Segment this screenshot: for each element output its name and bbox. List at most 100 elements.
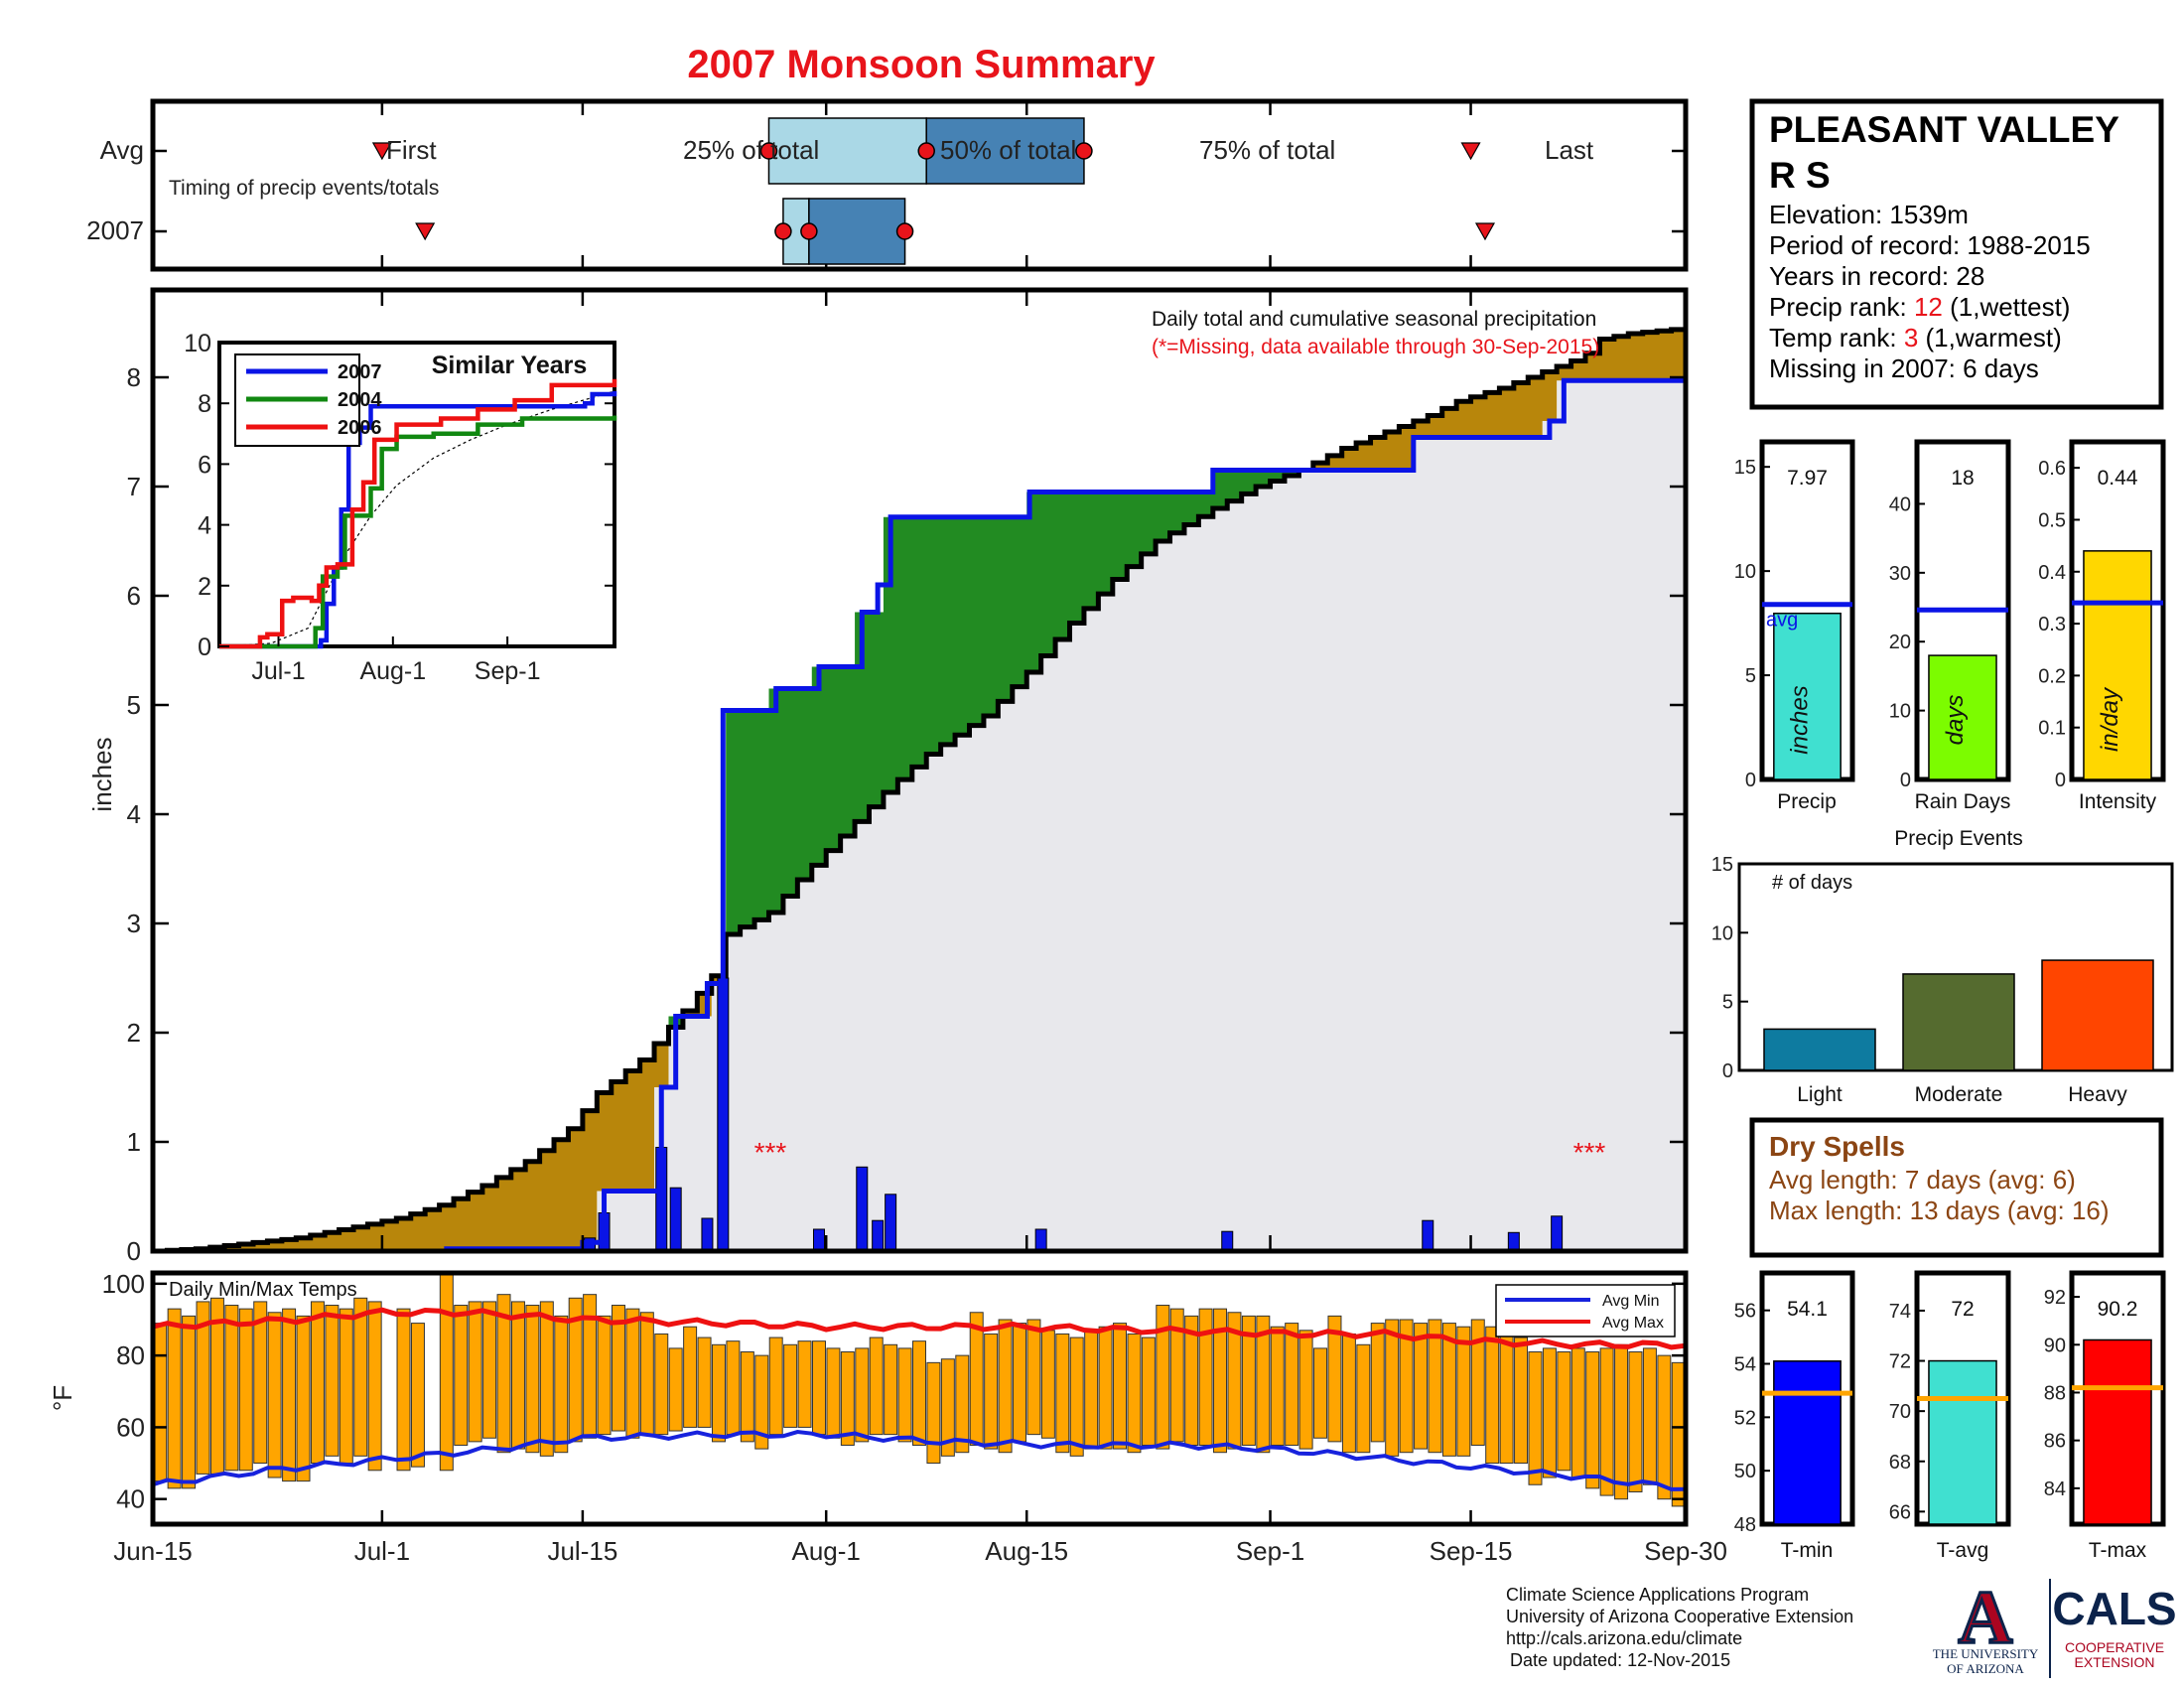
daily-temp-bar xyxy=(1156,1305,1170,1450)
daily-temp-bar xyxy=(639,1312,654,1436)
daily-temp-bar xyxy=(1341,1333,1356,1454)
temp-xtick-label: Jun-15 xyxy=(113,1536,193,1566)
daily-temp-bar xyxy=(296,1315,311,1482)
missing-marker-2: *** xyxy=(1573,1137,1606,1168)
daily-temp-bar xyxy=(396,1308,411,1472)
daily-temp-bar xyxy=(1298,1330,1313,1450)
timing-quartile-marker xyxy=(800,222,818,240)
main-ytick-label: 1 xyxy=(127,1127,141,1157)
daily-temp-bar xyxy=(410,1323,425,1468)
daily-temp-bar xyxy=(1026,1319,1041,1436)
daily-precip-bar xyxy=(812,1228,825,1252)
summary-ytick-label: 86 xyxy=(2044,1431,2066,1453)
timing-q50-label: 50% of total xyxy=(940,135,1076,165)
daily-temp-bar xyxy=(1127,1333,1142,1454)
daily-precip-bar xyxy=(1422,1219,1434,1252)
summary-unit-label: inches xyxy=(1787,685,1814,754)
daily-temp-bar xyxy=(1414,1323,1429,1450)
inset-title: Similar Years xyxy=(432,352,588,379)
summary-ytick-label: 90 xyxy=(2044,1335,2066,1356)
daily-temp-bar xyxy=(583,1294,598,1439)
summary-ytick-label: 0.5 xyxy=(2038,509,2066,531)
inset-series-2004 xyxy=(219,415,617,649)
inset-legend-2006: 2006 xyxy=(338,417,382,439)
daily-temp-bar xyxy=(897,1347,912,1443)
cals-logo: CALS xyxy=(2052,1583,2176,1634)
precip-summary-chart: 7.97 0 5 10 15 inches avg Precip xyxy=(1734,439,1855,813)
summary-value-bar xyxy=(2083,1338,2152,1525)
daily-temp-bar xyxy=(1069,1336,1084,1457)
timing-quartile-marker xyxy=(895,222,914,240)
daily-temp-bar xyxy=(1213,1308,1228,1454)
daily-temp-bar xyxy=(454,1305,469,1446)
main-ytick-label: 7 xyxy=(127,472,141,501)
daily-temp-bar xyxy=(554,1315,569,1454)
daily-temp-bar xyxy=(439,1272,454,1472)
summary-ytick-label: 68 xyxy=(1889,1452,1911,1474)
timing-row-label-avg: Avg xyxy=(100,135,144,165)
daily-temp-bar xyxy=(367,1301,382,1472)
summary-ytick-label: 5 xyxy=(1745,665,1756,687)
daily-temp-bar xyxy=(1570,1347,1585,1478)
summary-ytick-label: 48 xyxy=(1734,1514,1756,1536)
summary-value-label: 18 xyxy=(1951,467,1974,490)
daily-precip-bar xyxy=(1507,1231,1520,1252)
daily-temp-bar xyxy=(597,1315,612,1436)
above-average-area xyxy=(668,470,1299,1028)
temp-legend-avg-min: Avg Min xyxy=(1602,1293,1660,1310)
daily-temp-bar xyxy=(1671,1361,1686,1507)
ua-logo-text1: THE UNIVERSITY xyxy=(1933,1646,2039,1661)
tmin-summary-xlabel: T-min xyxy=(1781,1539,1834,1562)
temp-ylabel: °F xyxy=(48,1385,77,1411)
daily-temp-bar xyxy=(253,1301,268,1465)
summary-ytick-label: 10 xyxy=(1889,701,1911,723)
timing-first-last-marker xyxy=(415,222,436,241)
events-ytick-label: 5 xyxy=(1722,992,1733,1014)
ua-logo-text2: OF ARIZONA xyxy=(1947,1661,2024,1676)
daily-temp-bar xyxy=(1642,1347,1657,1485)
daily-temp-bar xyxy=(811,1340,826,1436)
daily-temp-bar xyxy=(711,1343,726,1443)
tmax-summary-chart: 90.2 84 86 88 90 92 T-max xyxy=(2044,1270,2166,1562)
daily-temp-bar xyxy=(1614,1343,1629,1500)
station-temp-rank: Temp rank: 3 (1,warmest) xyxy=(1769,323,2062,352)
daily-temp-bar xyxy=(1040,1330,1055,1439)
daily-temp-bar xyxy=(1542,1347,1557,1478)
daily-precip-bar xyxy=(701,1217,714,1252)
summary-value-bar xyxy=(1773,612,1842,780)
daily-precip-bar xyxy=(1221,1230,1234,1252)
main-ytick-label: 5 xyxy=(127,690,141,720)
daily-precip-bar xyxy=(1551,1215,1564,1252)
summary-ytick-label: 0.1 xyxy=(2038,718,2066,740)
events-ytick-label: 0 xyxy=(1722,1060,1733,1082)
dry-spells-title: Dry Spells xyxy=(1769,1131,1905,1162)
avg-max-temp-line xyxy=(152,1307,1687,1350)
temp-xtick-label: Jul-15 xyxy=(547,1536,617,1566)
summary-ytick-label: 70 xyxy=(1889,1401,1911,1423)
timing-quartile-marker xyxy=(1075,142,1093,160)
inset-avg-line xyxy=(218,390,615,647)
temperature-chart: 40 60 80 100 Jun-15 Jul-1 Jul-15 Aug-1 Aug-15 Sep… xyxy=(48,1269,1727,1566)
daily-temp-bar xyxy=(1399,1319,1414,1454)
intensity-summary-xlabel: Intensity xyxy=(2079,790,2157,813)
precip-summary-xlabel: Precip xyxy=(1777,790,1837,813)
daily-temp-bar xyxy=(1227,1312,1242,1450)
temp-xtick-label: Aug-1 xyxy=(792,1536,861,1566)
footer-line4: Date updated: 12-Nov-2015 xyxy=(1510,1650,1730,1670)
summary-value-bar xyxy=(1773,1360,1842,1525)
main-precip-chart: 0 1 2 3 4 5 6 7 8 Daily total and cumulative sea… xyxy=(87,287,1689,1266)
temp-ytick-label: 40 xyxy=(116,1484,145,1514)
university-of-arizona-logo: A THE UNIVERSITY OF ARIZONA CALS COOPERA… xyxy=(1933,1575,2177,1678)
temp-ytick-label: 60 xyxy=(116,1412,145,1442)
temp-title: Daily Min/Max Temps xyxy=(169,1279,357,1301)
daily-precip-bar xyxy=(717,977,730,1252)
station-name-line2: R S xyxy=(1769,155,1831,196)
station-elevation: Elevation: 1539m xyxy=(1769,200,1969,229)
timing-box-q50-q75 xyxy=(925,117,1085,185)
main-ytick-label: 6 xyxy=(127,581,141,611)
summary-value-bar xyxy=(1928,1359,1997,1525)
daily-temp-bar xyxy=(754,1354,769,1450)
daily-temp-bar xyxy=(310,1301,325,1465)
daily-temp-bar xyxy=(1141,1336,1156,1446)
